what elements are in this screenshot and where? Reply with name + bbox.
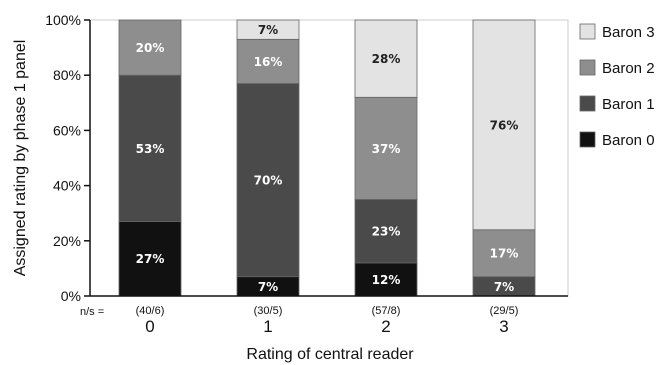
legend-label: Baron 2	[602, 60, 655, 77]
data-label: 37%	[372, 142, 401, 156]
legend-item-baron-2: Baron 2	[579, 59, 655, 77]
data-label: 16%	[254, 55, 283, 69]
y-tick-label: 60%	[53, 122, 81, 138]
ns-label: (29/5)	[490, 305, 519, 317]
y-tick-label: 40%	[53, 178, 81, 194]
legend-label: Baron 0	[602, 132, 655, 149]
legend-item-baron-0: Baron 0	[579, 131, 655, 149]
ns-prefix-label: n/s =	[80, 306, 104, 318]
ns-label: (40/6)	[136, 305, 165, 317]
data-label: 17%	[490, 247, 519, 261]
legend-label: Baron 1	[602, 96, 655, 113]
data-label: 23%	[372, 225, 401, 239]
bars-group: 27% 53% 20% 7% 70% 16% 7% 12% 23% 37% 28% 7% 17% 76%	[118, 19, 536, 297]
axes-group: 0% 20% 40% 60% 80% 100% (40/6)0 (30/5)1 (57/8)2 (…	[45, 12, 568, 336]
data-label: 7%	[258, 280, 278, 294]
bar-segment-baron-1	[118, 74, 182, 222]
bar-segment-baron-0	[354, 262, 418, 297]
bar-stack-2: 12% 23% 37% 28%	[354, 19, 418, 297]
data-label: 27%	[136, 252, 165, 266]
legend-swatch	[579, 95, 596, 112]
bar-stack-0: 27% 53% 20%	[118, 19, 182, 297]
data-label: 7%	[494, 280, 514, 294]
y-tick-label: 0%	[61, 288, 81, 304]
x-tick-label: 1	[263, 317, 272, 336]
legend-label: Baron 3	[602, 24, 655, 41]
legend-swatch	[579, 59, 596, 76]
bar-segment-baron-2	[236, 38, 300, 84]
y-tick-label: 80%	[53, 67, 81, 83]
y-tick-label: 100%	[45, 12, 81, 28]
legend-swatch	[579, 23, 596, 40]
y-axis-title: Assigned rating by phase 1 panel	[12, 40, 29, 277]
bar-segment-baron-2	[472, 229, 536, 278]
x-tick-label: 0	[145, 317, 154, 336]
data-label: 28%	[372, 52, 401, 66]
data-label: 53%	[136, 142, 165, 156]
x-tick-label: 2	[381, 317, 390, 336]
data-label: 76%	[490, 118, 519, 132]
legend-item-baron-3: Baron 3	[579, 23, 655, 41]
x-axis-title: Rating of central reader	[246, 346, 414, 363]
bar-segment-baron-1	[354, 198, 418, 264]
bar-segment-baron-3	[354, 19, 418, 98]
ns-label: (30/5)	[254, 305, 283, 317]
bar-segment-baron-3	[472, 19, 536, 231]
bar-segment-baron-1	[236, 83, 300, 278]
data-label: 70%	[254, 174, 283, 188]
legend-item-baron-1: Baron 1	[579, 95, 655, 113]
legend-swatch	[579, 131, 596, 148]
bar-segment-baron-2	[118, 19, 182, 76]
data-label: 7%	[258, 23, 278, 37]
bar-segment-baron-3	[236, 19, 300, 40]
y-tick-label: 20%	[53, 233, 81, 249]
data-label: 12%	[372, 273, 401, 287]
bar-segment-baron-2	[354, 96, 418, 200]
legend: Baron 3 Baron 2 Baron 1 Baron 0	[579, 23, 655, 149]
x-tick-label: 3	[499, 317, 508, 336]
bar-stack-1: 7% 70% 16% 7%	[236, 19, 300, 297]
bar-stack-3: 7% 17% 76%	[472, 19, 536, 297]
data-label: 20%	[136, 41, 165, 55]
ns-label: (57/8)	[372, 305, 401, 317]
